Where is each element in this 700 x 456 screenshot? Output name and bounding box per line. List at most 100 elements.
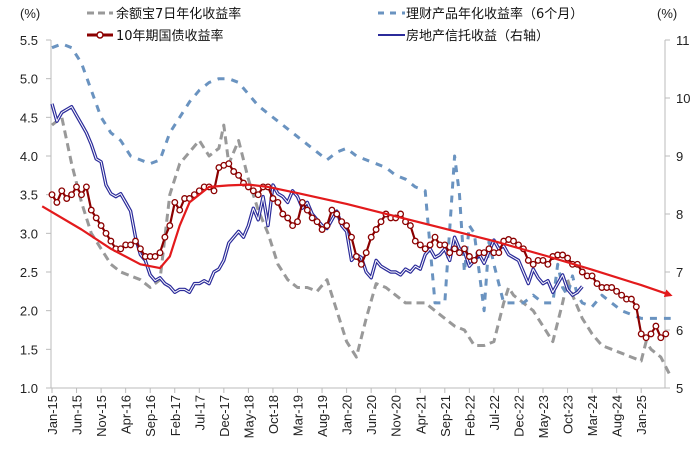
x-axis-ticks: Jan-15 Jun-15 Nov-15 Apr-16 Sep-16 Feb-17 Jul-… <box>45 388 649 438</box>
right-axis-unit: (%) <box>657 6 677 21</box>
legend-label-bond: 10年期国债收益率 <box>116 28 224 44</box>
bond-data-marker <box>362 249 370 257</box>
left-tick-label: 2.0 <box>20 304 38 319</box>
left-tick-label: 4.0 <box>20 149 38 164</box>
left-tick-label: 5.0 <box>20 72 38 87</box>
legend-marker-bond-icon <box>96 31 104 39</box>
bond-data-marker <box>308 214 316 222</box>
bond-data-marker <box>274 198 282 206</box>
x-tick-label: Jan-15 <box>45 395 60 435</box>
bond-data-marker <box>313 218 321 226</box>
bond-data-marker <box>53 198 61 206</box>
bond-data-marker <box>456 249 463 257</box>
series-line-1 <box>51 42 671 320</box>
x-tick-label: Feb-22 <box>462 395 477 436</box>
bond-data-marker <box>68 191 76 199</box>
bond-data-marker <box>87 206 95 214</box>
right-tick-label: 6 <box>676 323 683 338</box>
legend-label-yeb: 余额宝7日年化收益率 <box>116 6 241 22</box>
left-tick-label: 3.0 <box>20 226 38 241</box>
bond-data-marker <box>544 260 552 268</box>
bond-data-marker <box>102 229 110 237</box>
x-tick-label: Jan-25 <box>634 395 649 435</box>
bond-data-marker <box>107 237 115 245</box>
bond-data-marker <box>127 241 135 249</box>
bond-data-marker <box>161 233 169 241</box>
bond-data-marker <box>235 171 243 179</box>
left-tick-label: 2.5 <box>20 265 38 280</box>
x-tick-label: Mar-19 <box>291 395 306 436</box>
series-line-0 <box>51 115 673 378</box>
bond-data-marker <box>78 191 85 199</box>
bond-data-marker <box>352 253 360 260</box>
right-tick-label: 8 <box>676 207 683 222</box>
left-tick-label: 4.5 <box>20 110 38 125</box>
bond-data-marker <box>406 222 414 230</box>
bond-data-marker <box>225 160 233 168</box>
bond-data-marker <box>151 253 159 260</box>
series-layer <box>41 42 673 378</box>
left-axis-unit: (%) <box>20 6 40 21</box>
right-tick-label: 5 <box>676 381 683 396</box>
x-tick-label: Dec-22 <box>511 395 526 437</box>
bond-data-marker <box>642 334 650 342</box>
x-tick-label: Jun-20 <box>364 395 379 435</box>
bond-data-marker <box>421 245 429 253</box>
x-tick-label: Nov-20 <box>389 395 404 437</box>
bond-data-marker <box>588 272 596 280</box>
bond-data-marker <box>372 226 380 233</box>
legend-label-licai: 理财产品年化收益率（6个月） <box>406 6 583 22</box>
x-tick-label: Sep-21 <box>438 395 453 437</box>
bond-data-marker <box>328 206 336 214</box>
bond-data-marker <box>426 241 434 249</box>
bond-data-marker <box>411 237 419 245</box>
bond-data-marker <box>539 256 547 264</box>
bond-data-marker <box>652 322 660 330</box>
right-tick-label: 9 <box>676 149 683 164</box>
bond-data-marker <box>254 191 262 199</box>
x-tick-label: Jul-22 <box>487 395 502 430</box>
series-line-4 <box>41 183 673 298</box>
x-tick-label: Aug-19 <box>315 395 330 437</box>
bond-data-marker <box>446 249 454 257</box>
bond-data-marker <box>323 222 331 230</box>
legend-label-trust: 房地产信托收益（右轴） <box>406 28 549 44</box>
bond-data-marker <box>377 218 385 226</box>
x-tick-label: Nov-15 <box>94 395 109 437</box>
bond-data-marker <box>249 187 257 195</box>
x-tick-label: Apr-16 <box>119 395 134 434</box>
right-tick-label: 7 <box>676 265 683 280</box>
bond-data-marker <box>73 183 80 191</box>
bond-data-marker <box>279 210 287 218</box>
bond-data-marker <box>97 222 105 230</box>
bond-data-marker <box>294 218 301 226</box>
bond-data-marker <box>117 245 125 253</box>
bond-data-marker <box>510 237 517 245</box>
x-tick-label: May-23 <box>536 395 551 438</box>
left-tick-label: 3.5 <box>20 188 38 203</box>
bond-data-marker <box>485 245 493 253</box>
bond-data-marker <box>156 249 164 257</box>
legend: 余额宝7日年化收益率 10年期国债收益率 理财产品年化收益率（6个月） 房地产信… <box>87 6 583 44</box>
bond-data-marker <box>647 330 655 338</box>
series-line-2 <box>51 162 667 339</box>
bond-data-marker <box>637 330 645 338</box>
bond-data-marker <box>357 260 365 268</box>
bond-data-marker <box>171 198 179 206</box>
bond-data-marker <box>367 233 375 241</box>
left-tick-label: 1.0 <box>20 381 38 396</box>
bond-data-marker <box>451 245 459 253</box>
left-tick-label: 1.5 <box>20 342 38 357</box>
bond-data-marker <box>63 195 71 202</box>
bond-data-marker <box>431 233 439 241</box>
bond-data-marker <box>627 295 635 303</box>
x-tick-label: Aug-24 <box>610 395 625 437</box>
bond-data-marker <box>470 256 478 264</box>
x-tick-label: Feb-17 <box>168 395 183 436</box>
x-tick-label: Apr-21 <box>413 395 428 434</box>
x-tick-label: Jan-20 <box>340 395 355 435</box>
right-tick-label: 10 <box>676 91 690 106</box>
bond-data-marker <box>495 249 503 257</box>
bond-data-marker <box>58 187 66 195</box>
